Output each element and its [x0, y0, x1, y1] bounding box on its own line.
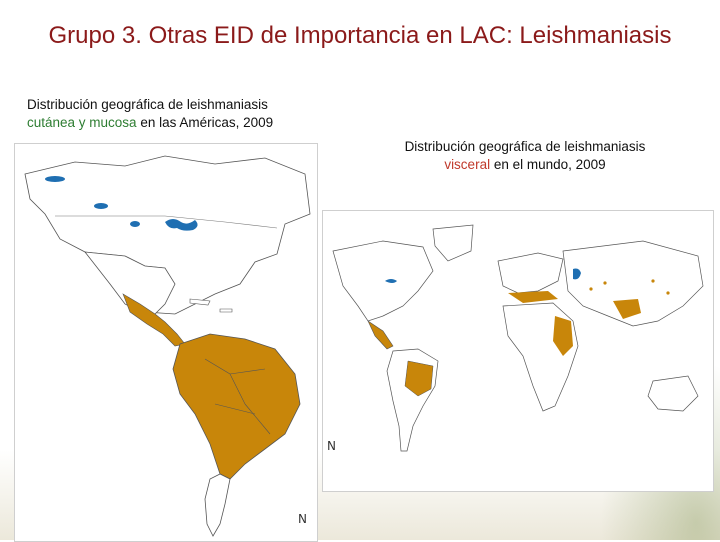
- lake-2: [94, 203, 108, 209]
- world-endemic-dot-2: [603, 281, 607, 285]
- lake-3: [130, 221, 140, 227]
- world-europe: [497, 252, 564, 294]
- caribbean-islands: [189, 298, 233, 313]
- world-endemic-dot-4: [666, 291, 670, 295]
- left-caption-highlight: cutánea y mucosa: [27, 115, 137, 130]
- americas-map: N: [14, 143, 318, 542]
- world-central-america: [367, 320, 394, 350]
- world-map: N: [322, 210, 714, 492]
- world-endemic-dot-3: [651, 279, 655, 283]
- sa-borders: [204, 358, 271, 435]
- world-east-africa-endemic: [553, 316, 573, 356]
- right-caption-highlight: visceral: [444, 157, 491, 172]
- left-caption-line1: Distribución geográfica de leishmaniasis: [27, 97, 268, 112]
- south-america-endemic: [172, 333, 301, 480]
- world-greenland: [432, 224, 474, 262]
- south-america-south-land: [204, 473, 231, 537]
- right-map-caption: Distribución geográfica de leishmaniasis…: [360, 138, 690, 174]
- left-map-caption: Distribución geográfica de leishmaniasis…: [27, 96, 327, 132]
- slide-title: Grupo 3. Otras EID de Importancia en LAC…: [48, 22, 672, 49]
- right-caption-line2: visceral en el mundo, 2009: [360, 156, 690, 174]
- right-caption-rest: en el mundo, 2009: [490, 157, 606, 172]
- world-great-lakes: [385, 279, 397, 283]
- world-africa: [502, 302, 579, 412]
- canada-us-border: [55, 215, 278, 229]
- right-caption-line1: Distribución geográfica de leishmaniasis: [404, 139, 646, 154]
- world-brazil-endemic: [404, 360, 434, 397]
- left-caption-line2: cutánea y mucosa en las Américas, 2009: [27, 114, 327, 132]
- americas-map-svg: [24, 155, 311, 537]
- world-caspian-sea: [573, 268, 581, 280]
- mexico-land: [84, 251, 176, 315]
- north-arrow-americas: N: [298, 512, 307, 526]
- world-map-svg: [332, 224, 704, 452]
- lake-1: [45, 176, 65, 182]
- world-australia: [647, 375, 699, 412]
- great-lakes: [165, 219, 198, 231]
- world-south-asia-endemic: [613, 299, 641, 319]
- world-endemic-dot-1: [589, 287, 593, 291]
- world-asia: [562, 240, 704, 327]
- north-america-land: [24, 155, 311, 315]
- world-north-america: [332, 240, 434, 322]
- north-arrow-world: N: [327, 439, 336, 453]
- left-caption-rest: en las Américas, 2009: [136, 115, 274, 130]
- world-mediterranean-endemic: [508, 291, 558, 303]
